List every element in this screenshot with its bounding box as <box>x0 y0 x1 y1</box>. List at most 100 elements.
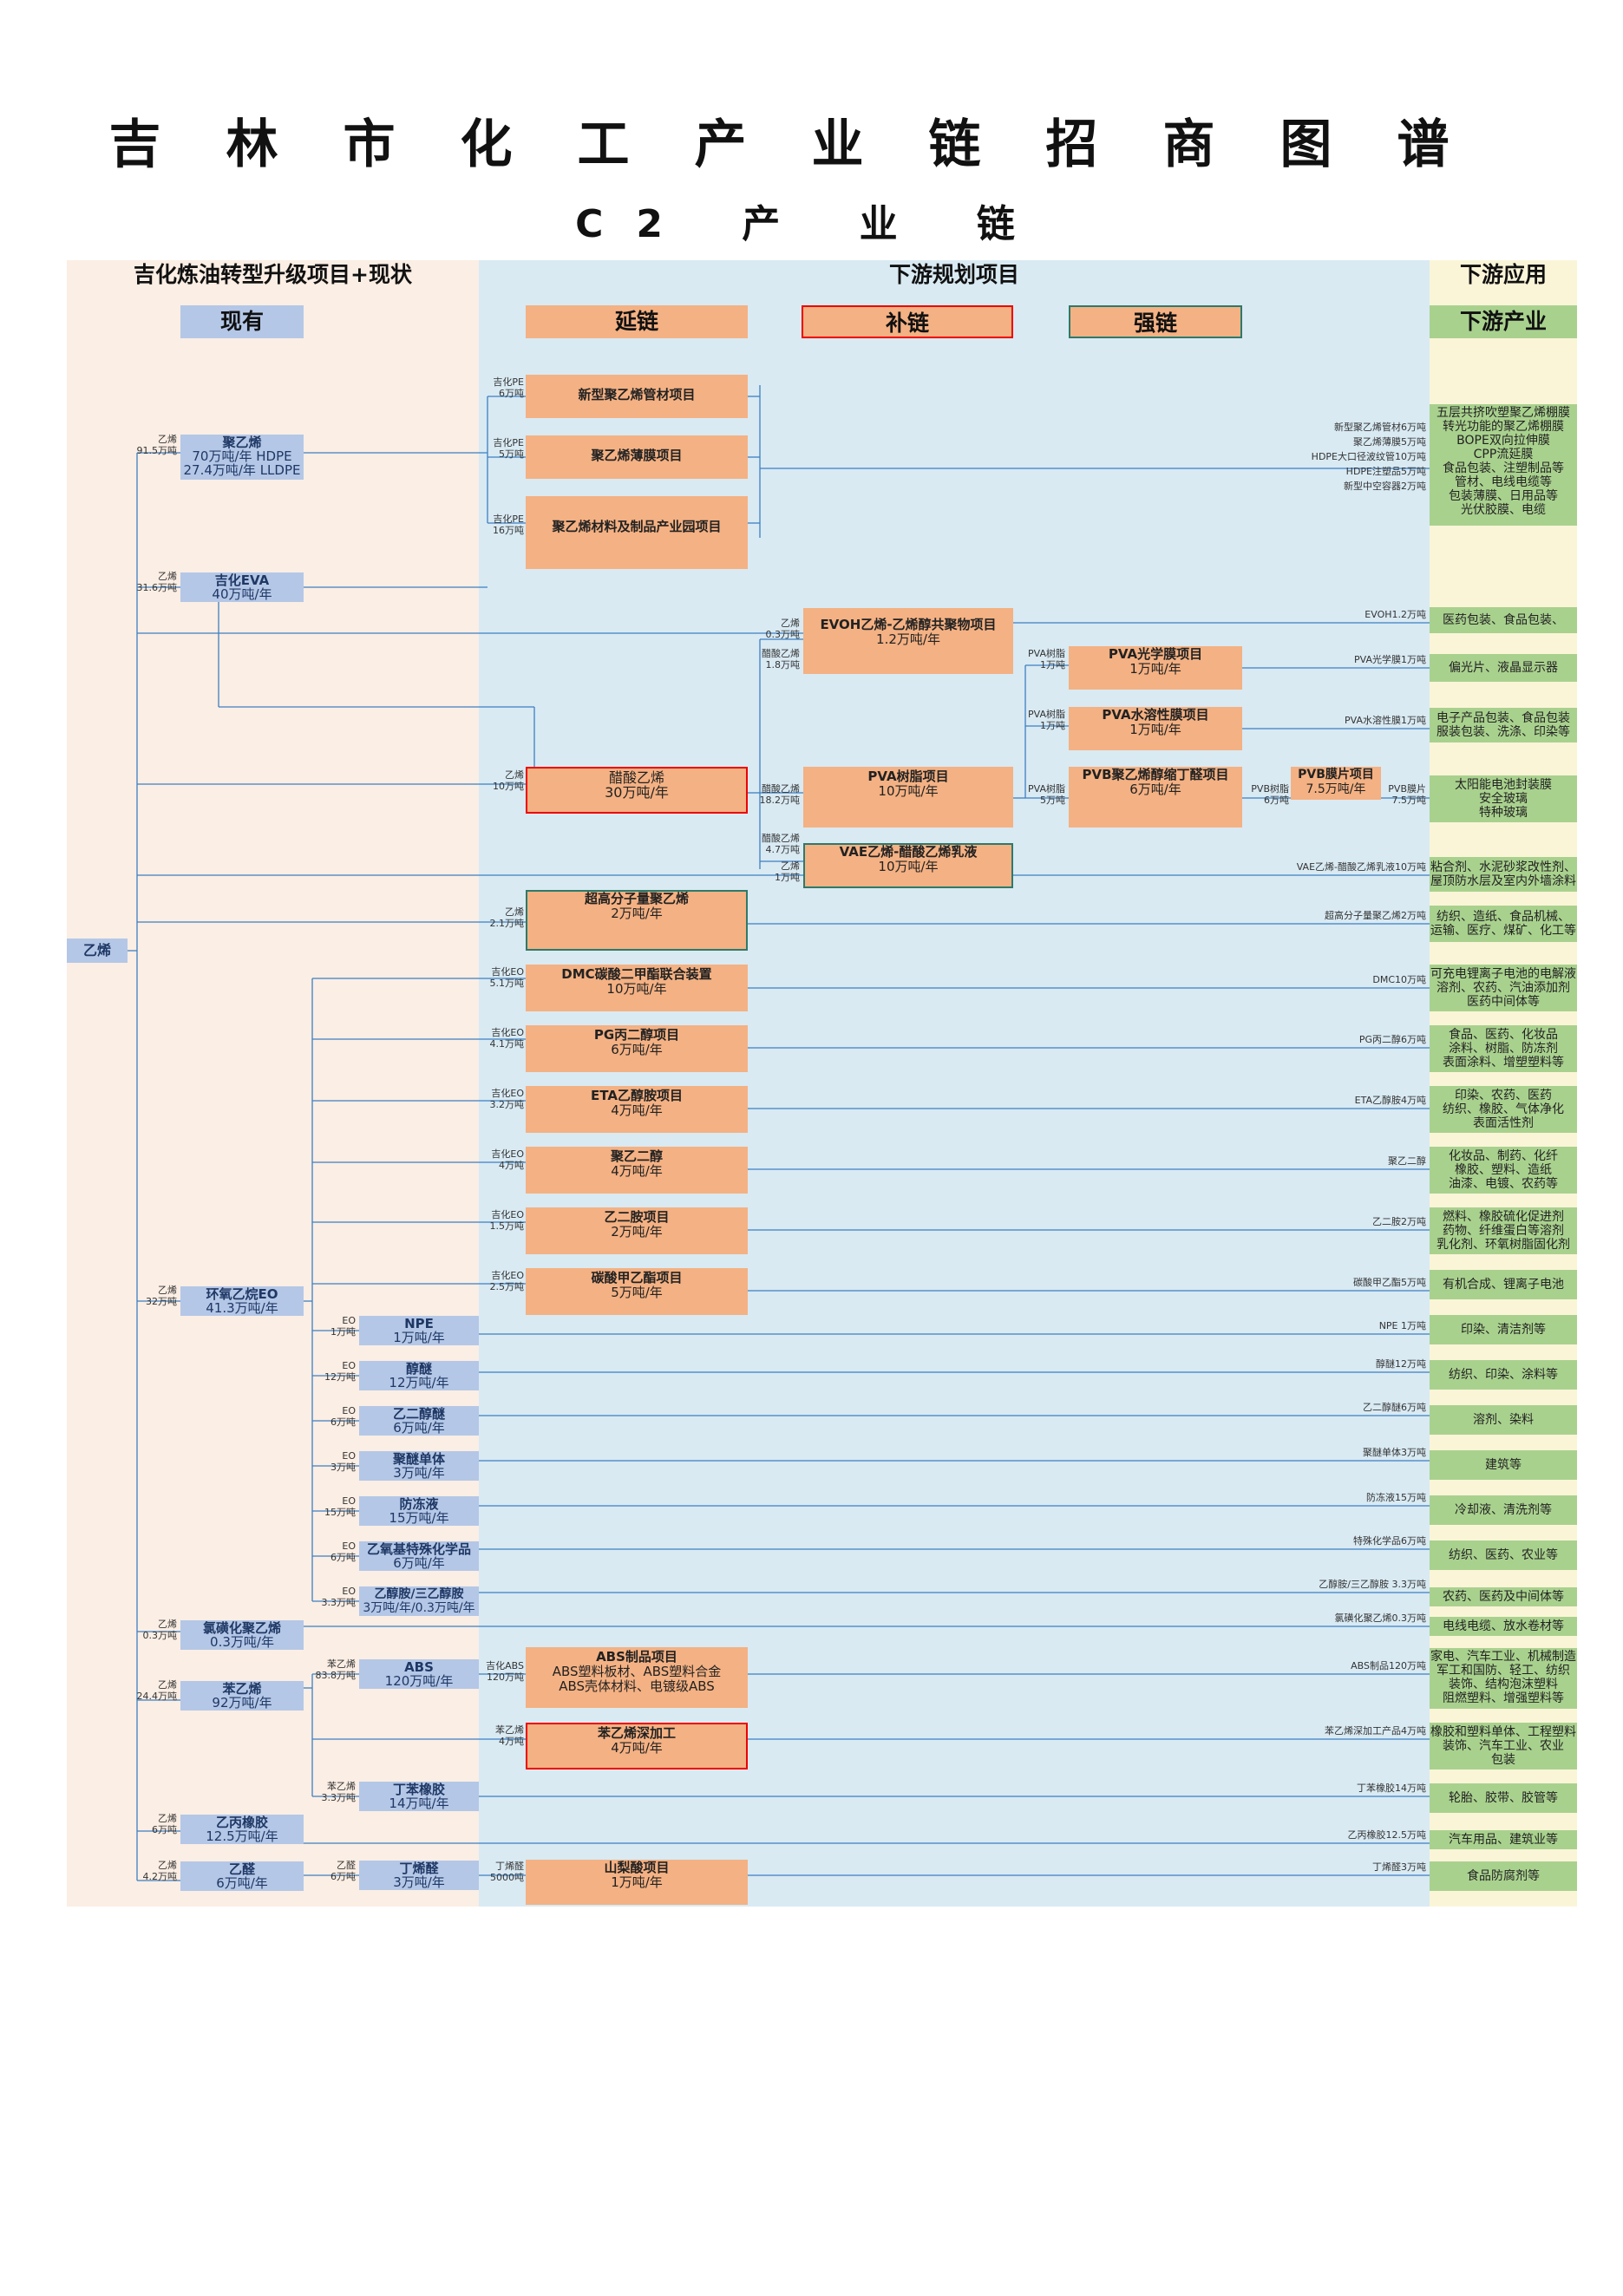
usage-alcohol-ether: 醇醚12万吨 <box>1376 1358 1426 1370</box>
project-pva-optical-film: PVA光学膜项目 1万吨/年 <box>1069 646 1242 690</box>
usage-eta: ETA乙醇胺4万吨 <box>1354 1095 1426 1106</box>
industry-pg: 食品、医药、化妆品 涂料、树脂、防冻剂 表面涂料、增塑塑料等 <box>1430 1025 1577 1072</box>
existing-polyethylene-capacity-lldpe: 27.4万吨/年 LLDPE <box>183 462 301 478</box>
project-pva-water-soluble-film: PVA水溶性膜项目 1万吨/年 <box>1069 707 1242 750</box>
usage-peg: 聚乙二醇 <box>1388 1155 1426 1167</box>
usage-npe: NPE 1万吨 <box>1378 1320 1426 1331</box>
eo-product-npe: NPE 1万吨/年 <box>359 1316 479 1345</box>
existing-sbr: 丁苯橡胶 14万吨/年 <box>359 1782 479 1811</box>
sorbic-feed: 丁烯醛 5000吨 <box>490 1861 524 1883</box>
usage-csm: 氯磺化聚乙烯0.3万吨 <box>1334 1612 1427 1624</box>
project-ethanolamine: ETA乙醇胺项目 4万吨/年 <box>526 1086 748 1133</box>
usage-dmc: DMC10万吨 <box>1372 974 1426 985</box>
industry-dmc: 可充电锂离子电池的电解液 溶剂、农药、汽油添加剂 医药中间体等 <box>1430 965 1577 1011</box>
eo-feed-glycol-ether: EO 6万吨 <box>330 1405 356 1428</box>
pvb-feed: PVA树脂 5万吨 <box>1028 783 1065 806</box>
evoh-feed-ethylene: 乙烯 0.3万吨 <box>765 618 801 640</box>
peg-feed: 吉化EO 4万吨 <box>491 1148 524 1171</box>
usage-pva-water-soluble: PVA水溶性膜1万吨 <box>1345 715 1426 726</box>
existing-polyethylene-name: 聚乙烯 <box>222 435 262 450</box>
existing-acetaldehyde-name: 乙醛 <box>228 1861 255 1877</box>
industry-pvb: 太阳能电池封装膜 安全玻璃 特种玻璃 <box>1430 775 1577 822</box>
vinyl-acetate-feed: 乙烯 10万吨 <box>493 769 524 792</box>
industry-vae: 粘合剂、水泥砂浆改性剂、 屋顶防水层及室内外墙涂料 <box>1430 857 1577 892</box>
industry-eda: 燃料、橡胶硫化促进剂 药物、纤维蛋白等溶剂 乳化剂、环氧树脂固化剂 <box>1430 1207 1577 1254</box>
existing-acetaldehyde: 乙醛 6万吨/年 <box>180 1861 304 1891</box>
project-abs-products: ABS制品项目 ABS塑料板材、ABS塑料合金 ABS壳体材料、电镀级ABS <box>526 1647 748 1708</box>
eo-product-antifreeze: 防冻液 15万吨/年 <box>359 1496 479 1526</box>
project-uhmwpe: 超高分子量聚乙烯 2万吨/年 <box>526 890 748 951</box>
usage-pe-list: 新型聚乙烯管材6万吨 聚乙烯薄膜5万吨 HDPE大口径波纹管10万吨 HDPE注塑品5… <box>1311 422 1426 492</box>
eo-feed-npe: EO 1万吨 <box>330 1315 356 1338</box>
existing-ethylene-oxide: 环氧乙烷EO 41.3万吨/年 <box>180 1286 304 1316</box>
existing-eva: 吉化EVA 40万吨/年 <box>180 572 304 602</box>
eo-feed-polyether-monomer: EO 3万吨 <box>330 1450 356 1473</box>
usage-abs: ABS制品120万吨 <box>1351 1660 1426 1671</box>
project-ethylenediamine: 乙二胺项目 2万吨/年 <box>526 1207 748 1254</box>
industry-csm: 电线电缆、放水卷材等 <box>1430 1617 1577 1636</box>
legend-downstream-industry: 下游产业 <box>1430 305 1577 338</box>
emc-feed: 吉化EO 2.5万吨 <box>489 1270 525 1292</box>
legend-extend-chain: 延链 <box>526 305 748 338</box>
existing-styrene-name: 苯乙烯 <box>222 1681 262 1697</box>
industry-crotonaldehyde: 食品防腐剂等 <box>1430 1861 1577 1891</box>
usage-vae: VAE乙烯-醋酸乙烯乳液10万吨 <box>1296 861 1426 873</box>
pva-optical-feed: PVA树脂 1万吨 <box>1028 648 1065 670</box>
project-evoh: EVOH乙烯-乙烯醇共聚物项目 1.2万吨/年 <box>803 608 1013 674</box>
industry-sbr: 轮胎、胶带、胶管等 <box>1430 1783 1577 1813</box>
industry-npe: 印染、清洁剂等 <box>1430 1315 1577 1344</box>
eo-product-alcohol-ether: 醇醚 12万吨/年 <box>359 1361 479 1390</box>
existing-styrene: 苯乙烯 92万吨/年 <box>180 1681 304 1711</box>
styrene-deep-feed: 苯乙烯 4万吨 <box>495 1724 524 1747</box>
industry-polyether-monomer: 建筑等 <box>1430 1450 1577 1480</box>
industry-antifreeze: 冷却液、清洗剂等 <box>1430 1495 1577 1525</box>
industry-abs: 家电、汽车工业、机械制造 军工和国防、轻工、纺织 装饰、结构泡沫塑料 阻燃塑料、增强塑… <box>1430 1648 1577 1709</box>
existing-acetaldehyde-feed: 乙烯 4.2万吨 <box>142 1860 178 1882</box>
existing-epdm-feed: 乙烯 6万吨 <box>152 1813 177 1835</box>
eo-product-polyether-monomer: 聚醚单体 3万吨/年 <box>359 1451 479 1481</box>
eo-product-ethanolamine: 乙醇胺/三乙醇胺 3万吨/年/0.3万吨/年 <box>359 1586 479 1616</box>
page-subtitle: C2 产 业 链 <box>575 202 1048 246</box>
project-pva-resin: PVA树脂项目 10万吨/年 <box>803 767 1013 827</box>
crotonaldehyde-feed: 乙醛 6万吨 <box>330 1860 356 1882</box>
industry-styrene-deep: 橡胶和塑料单体、工程塑料 装饰、汽车工业、农业 包装 <box>1430 1723 1577 1769</box>
industry-pva-water-soluble: 电子产品包装、食品包装 服装包装、洗涤、印染等 <box>1430 708 1577 742</box>
existing-polyethylene-feed: 乙烯 91.5万吨 <box>136 434 178 456</box>
page-title: 吉林市化工产业链招商图谱 <box>108 114 1515 175</box>
industry-peg: 化妆品、制药、化纤 橡胶、塑料、造纸 油漆、电镀、农药等 <box>1430 1147 1577 1194</box>
usage-special-chemicals: 特殊化学品6万吨 <box>1353 1535 1426 1547</box>
existing-crotonaldehyde: 丁烯醛 3万吨/年 <box>359 1861 479 1890</box>
root-ethylene: 乙烯 <box>67 939 128 963</box>
project-vae-emulsion: VAE乙烯-醋酸乙烯乳液 10万吨/年 <box>803 843 1013 888</box>
existing-csm-capacity: 0.3万吨/年 <box>210 1634 274 1650</box>
usage-eda: 乙二胺2万吨 <box>1372 1216 1426 1227</box>
project-peg: 聚乙二醇 4万吨/年 <box>526 1147 748 1194</box>
eda-feed: 吉化EO 1.5万吨 <box>489 1209 525 1232</box>
project-pvb-film: PVB膜片项目 7.5万吨/年 <box>1291 767 1381 800</box>
project-styrene-deep-processing: 苯乙烯深加工 4万吨/年 <box>526 1723 748 1769</box>
existing-polyethylene: 聚乙烯 70万吨/年 HDPE 27.4万吨/年 LLDPE <box>180 435 304 480</box>
uhmwpe-feed: 乙烯 2.1万吨 <box>489 906 525 929</box>
vae-feed-ethylene: 乙烯 1万吨 <box>775 860 800 883</box>
industry-emc: 有机合成、锂离子电池 <box>1430 1270 1577 1299</box>
section-header-application: 下游应用 <box>1459 262 1547 287</box>
usage-crotonaldehyde: 丁烯醛3万吨 <box>1372 1861 1426 1873</box>
existing-eva-name: 吉化EVA <box>214 572 270 588</box>
existing-eva-capacity: 40万吨/年 <box>212 586 272 602</box>
existing-eo-feed: 乙烯 32万吨 <box>146 1285 177 1307</box>
pvb-film-feed: PVB树脂 6万吨 <box>1251 783 1289 806</box>
project-sorbic-acid: 山梨酸项目 1万吨/年 <box>526 1860 748 1905</box>
existing-abs: ABS 120万吨/年 <box>359 1659 479 1689</box>
existing-acetaldehyde-capacity: 6万吨/年 <box>216 1875 268 1891</box>
evoh-feed-vinyl-acetate: 醋酸乙烯 1.8万吨 <box>762 648 800 670</box>
usage-styrene-deep: 苯乙烯深加工产品4万吨 <box>1325 1725 1426 1737</box>
pe-pipe-feed: 吉化PE 6万吨 <box>493 376 524 399</box>
eo-feed-alcohol-ether: EO 12万吨 <box>324 1360 356 1383</box>
industry-glycol-ether: 溶剂、染料 <box>1430 1405 1577 1435</box>
usage-glycol-ether: 乙二醇醚6万吨 <box>1363 1402 1426 1413</box>
sbr-feed: 苯乙烯 3.3万吨 <box>321 1781 357 1803</box>
existing-eo-capacity: 41.3万吨/年 <box>206 1300 278 1316</box>
usage-uhmwpe: 超高分子量聚乙烯2万吨 <box>1325 910 1426 921</box>
industry-pva-optical: 偏光片、液晶显示器 <box>1430 654 1577 682</box>
